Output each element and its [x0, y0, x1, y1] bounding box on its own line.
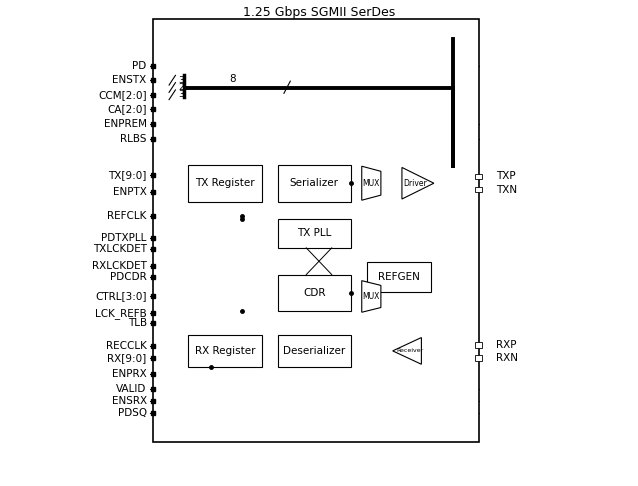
Text: TLB: TLB	[128, 318, 147, 328]
Text: CA[2:0]: CA[2:0]	[107, 104, 147, 114]
Bar	[367, 262, 431, 292]
Text: TX Register: TX Register	[195, 178, 255, 189]
Text: ENPTX: ENPTX	[113, 187, 147, 197]
Polygon shape	[393, 337, 421, 364]
Text: CTRL[3:0]: CTRL[3:0]	[95, 292, 147, 301]
Bar	[188, 165, 262, 202]
Bar	[475, 355, 482, 361]
Text: TXN: TXN	[496, 185, 517, 194]
Text: CDR: CDR	[303, 288, 325, 298]
Bar	[278, 219, 351, 248]
Text: PD: PD	[133, 61, 147, 70]
Text: ENSTX: ENSTX	[112, 75, 147, 85]
Polygon shape	[402, 167, 434, 199]
Bar	[475, 187, 482, 192]
Text: RLBS: RLBS	[120, 134, 147, 143]
Bar	[475, 174, 482, 179]
Bar	[475, 342, 482, 348]
Text: 1.25 Gbps SGMII SerDes: 1.25 Gbps SGMII SerDes	[243, 6, 395, 18]
Text: PDCDR: PDCDR	[110, 272, 147, 282]
Text: 3: 3	[179, 76, 184, 85]
Text: RX[9:0]: RX[9:0]	[107, 353, 147, 363]
Text: RECCLK: RECCLK	[106, 341, 147, 351]
Text: MUX: MUX	[362, 179, 380, 188]
Text: RXN: RXN	[496, 353, 517, 363]
Text: TXLCKDET: TXLCKDET	[93, 244, 147, 254]
Text: 3: 3	[179, 90, 184, 99]
Text: REFCLK: REFCLK	[107, 211, 147, 221]
Bar	[278, 275, 351, 311]
Text: TXP: TXP	[496, 172, 516, 181]
Text: PDTXPLL: PDTXPLL	[101, 233, 147, 243]
Text: 8: 8	[230, 74, 236, 84]
Bar	[278, 335, 351, 367]
Text: ENSRX: ENSRX	[112, 396, 147, 406]
Text: TX PLL: TX PLL	[297, 228, 331, 238]
Text: ENPREM: ENPREM	[104, 119, 147, 129]
Bar	[153, 19, 478, 442]
Text: PDSQ: PDSQ	[117, 408, 147, 418]
Text: REFGEN: REFGEN	[378, 272, 420, 282]
Bar	[188, 335, 262, 367]
Text: MUX: MUX	[362, 292, 380, 301]
Text: 2: 2	[179, 83, 184, 92]
Polygon shape	[362, 281, 381, 312]
Text: Driver: Driver	[403, 179, 427, 188]
Text: TX[9:0]: TX[9:0]	[108, 170, 147, 180]
Text: RX Register: RX Register	[195, 346, 255, 356]
Text: LCK_REFB: LCK_REFB	[95, 308, 147, 319]
Text: ENPRX: ENPRX	[112, 369, 147, 379]
Text: VALID: VALID	[116, 384, 147, 394]
Text: CCM[2:0]: CCM[2:0]	[98, 90, 147, 100]
Bar	[278, 165, 351, 202]
Text: RXLCKDET: RXLCKDET	[92, 261, 147, 271]
Text: RXP: RXP	[496, 340, 516, 350]
Text: Receiver: Receiver	[397, 348, 424, 353]
Text: Deserializer: Deserializer	[283, 346, 345, 356]
Polygon shape	[362, 166, 381, 200]
Text: Serializer: Serializer	[290, 178, 339, 189]
